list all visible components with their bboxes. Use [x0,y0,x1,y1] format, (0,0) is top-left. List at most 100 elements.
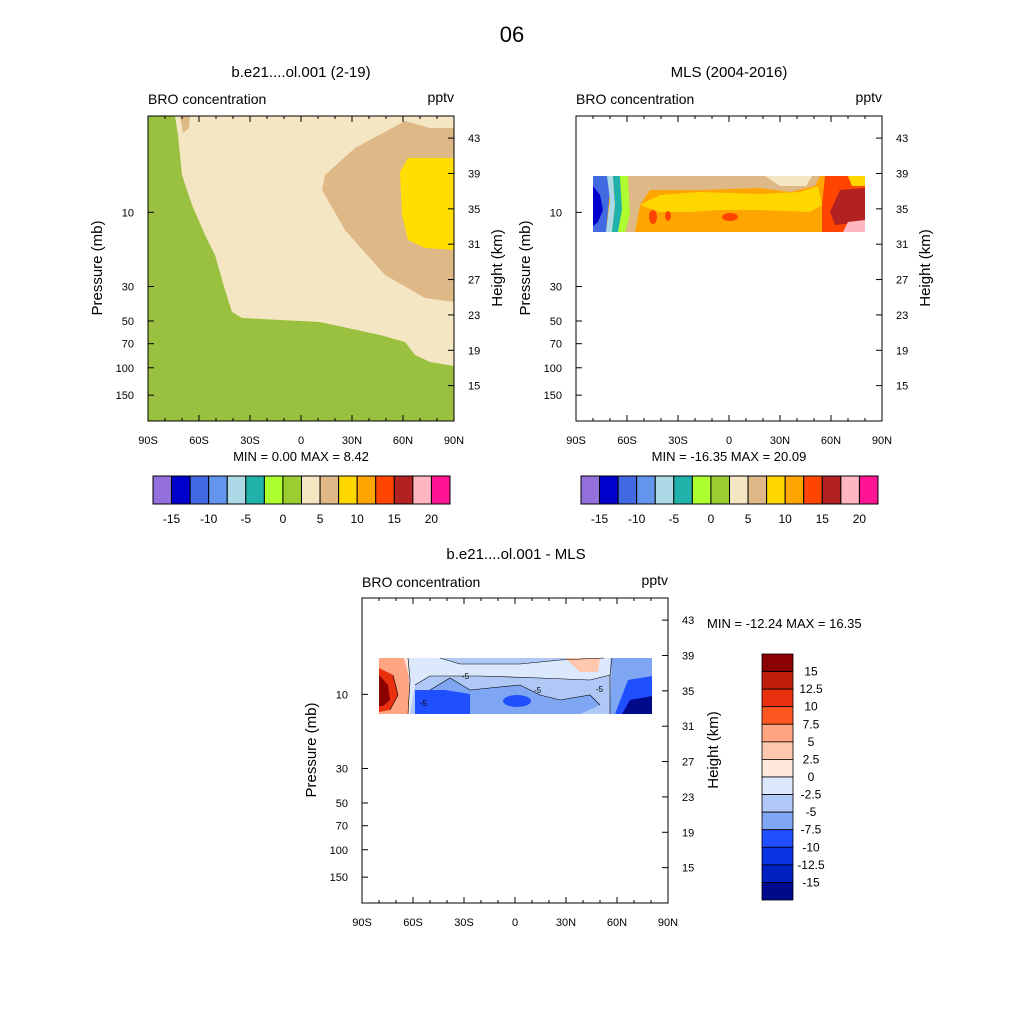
colorbar-swatch [761,723,794,743]
colorbar-swatch [356,475,377,505]
colorbar-swatch [412,475,432,505]
y-tick-label: 150 [330,872,348,884]
contour-fill-lime [618,176,630,232]
height-tick-label: 35 [682,686,694,698]
x-tick-label: 30S [240,435,260,447]
contour-fill-cream [765,176,812,186]
contour-fill-tan [625,176,820,232]
x-tick-label: 60N [607,917,627,929]
contour-fill-spot [665,211,671,221]
height-tick-label: 15 [896,381,908,393]
left-label: BRO concentration [148,91,266,107]
height-tick-label: 27 [896,275,908,287]
x-tick-label: 30S [454,917,474,929]
y-tick-label: 150 [116,390,134,402]
colorbar-swatch [301,475,321,505]
x-tick-label: 60S [189,435,209,447]
axis-ticks: 90S 60S 30S 0 30N 60N 90N 10 30 50 70 100 150 43 39 35 3… [116,116,480,447]
colorbar-swatch [691,475,712,505]
colorbar-swatch [761,882,794,901]
colorbar-swatch [761,671,794,690]
colorbar-swatch [580,475,601,505]
y-tick-label: 10 [550,207,562,219]
y-tick-label: 70 [122,339,134,351]
stats-label: MIN = -16.35 MAX = 20.09 [652,449,807,464]
x-tick-label: 90S [566,435,586,447]
colorbar-label: 15 [388,512,402,526]
units-label: pptv [856,89,882,105]
colorbar-swatch [761,864,794,883]
left-label: BRO concentration [576,91,694,107]
height-tick-label: 27 [682,757,694,769]
colorbar-label: 5 [317,512,324,526]
colorbar-swatch [710,475,730,505]
y-tick-label: 50 [122,316,134,328]
x-tick-label: 60N [821,435,841,447]
page-title: 06 [500,22,524,47]
height-tick-label: 23 [682,792,694,804]
colorbar-label: 0 [808,770,815,784]
contour-fill-darkred [830,188,865,225]
colorbar-label: -15 [163,512,181,526]
colorbar-swatch [208,475,228,505]
y-tick-label: 30 [550,282,562,294]
colorbar-swatch [858,475,879,505]
y-tick-label: 30 [336,764,348,776]
colorbar-swatch [263,475,284,505]
x-tick-label: 30S [668,435,688,447]
colorbar-label: -2.5 [801,788,822,802]
colorbar-swatch [761,706,794,725]
y-axis-title: Pressure (mb) [517,220,534,315]
colorbar-swatch [673,475,693,505]
x-tick-label: 60N [393,435,413,447]
plot-frame [361,597,669,904]
x-tick-label: 90N [444,435,464,447]
colorbar-swatch [747,475,768,505]
units-label: pptv [428,89,454,105]
height-tick-label: 39 [468,168,480,180]
colorbar-swatch [245,475,265,505]
contour-lines [389,657,613,715]
panel-title: b.e21....ol.001 - MLS [446,546,585,563]
x-tick-label: 0 [298,435,304,447]
colorbar-swatch [761,688,794,708]
colorbar-swatch [430,475,451,505]
contour-fill-peach [565,658,600,672]
colorbar-swatch [761,829,794,848]
colorbar-swatch [226,475,247,505]
height-tick-label: 31 [896,239,908,251]
axis-ticks: 90S 60S 30S 0 30N 60N 90N 10 30 50 70 100 150 43 39 35 3… [544,116,908,447]
colorbar-swatch [617,475,638,505]
colorbar-swatch [599,475,619,505]
units-label: pptv [642,572,668,588]
x-tick-label: 0 [726,435,732,447]
contour-line [609,657,613,714]
colorbar-swatch [766,475,786,505]
contour-fill-lightblue [408,658,610,714]
colorbar-difference: 15 12.5 10 7.5 5 2.5 0 -2.5 -5 -7.5 -10 -12.5 -15 [761,653,825,901]
panel-model: b.e21....ol.001 (2-19) BRO concentration… [89,64,506,464]
colorbar-label: -15 [591,512,609,526]
height-tick-label: 19 [468,345,480,357]
x-tick-label: 30N [556,917,576,929]
contour-line [414,674,611,686]
height-tick-label: 35 [896,204,908,216]
x-tick-label: 30N [342,435,362,447]
colorbar-mls: -15 -10 -5 0 5 10 15 20 [580,475,879,526]
colorbar-label: 20 [425,512,439,526]
colorbar-swatch [729,475,749,505]
height-tick-label: 31 [682,721,694,733]
y-axis-title: Pressure (mb) [303,702,320,797]
contour-fill-spot [649,210,657,224]
x-tick-label: 60S [403,917,423,929]
colorbar-swatch [375,475,395,505]
height-tick-label: 43 [682,615,694,627]
plot-frame [575,115,883,422]
contour-field: -5 -5 -5 -5 [379,657,652,715]
contour-field [148,116,454,421]
colorbar-swatch [761,776,794,795]
height-tick-label: 19 [896,345,908,357]
colorbar-model: -15 -10 -5 0 5 10 15 20 [152,475,451,526]
colorbar-label: -12.5 [797,858,825,872]
